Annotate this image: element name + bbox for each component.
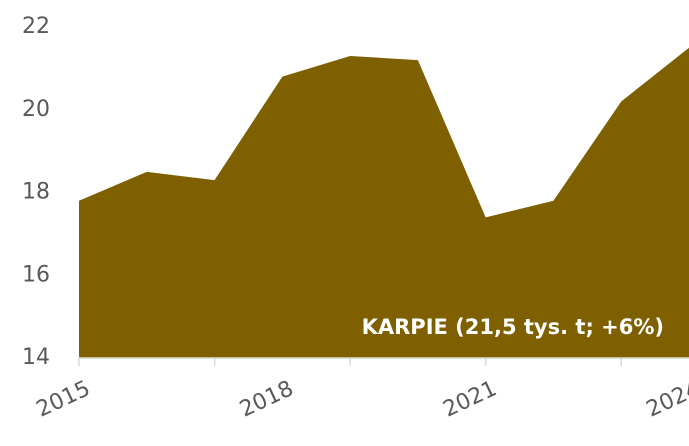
x-tick-label: 2024 (643, 376, 689, 422)
y-tick-label: 14 (22, 345, 50, 370)
y-tick-label: 22 (22, 14, 50, 39)
x-tick-label: 2021 (439, 376, 500, 422)
area (79, 47, 689, 358)
x-tick-label: 2015 (33, 376, 94, 422)
y-tick-label: 16 (22, 262, 50, 287)
y-tick-label: 18 (22, 180, 50, 205)
annotation: KARPIE (21,5 tys. t; +6%) (362, 315, 664, 339)
y-tick-label: 20 (22, 97, 50, 122)
x-tick-label: 2018 (236, 376, 297, 422)
